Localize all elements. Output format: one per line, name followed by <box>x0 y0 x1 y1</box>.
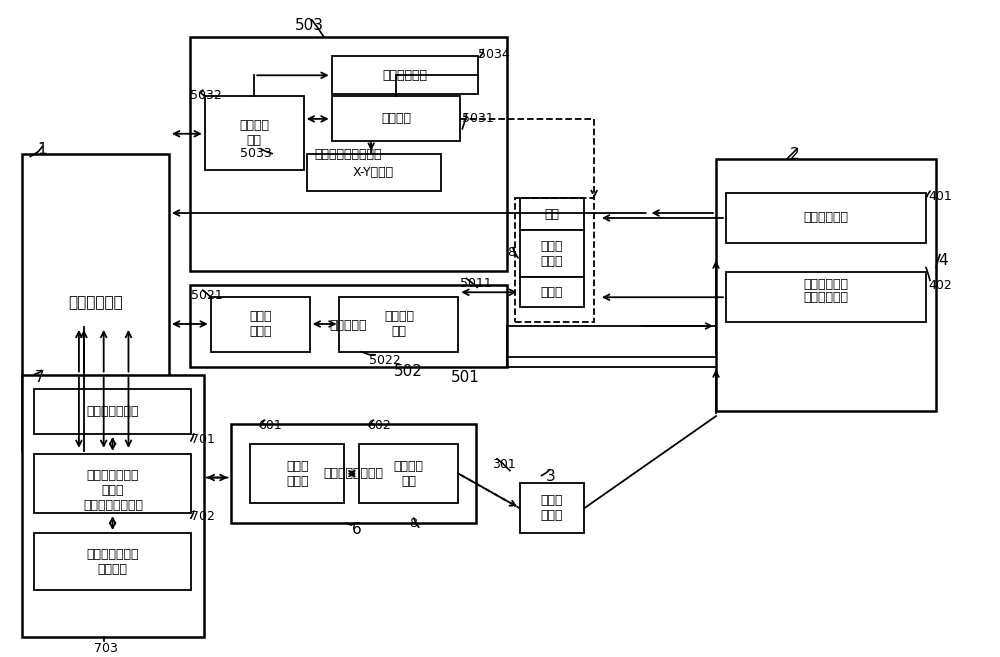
Bar <box>34 454 191 513</box>
Text: 7: 7 <box>34 369 44 384</box>
Bar <box>211 297 310 351</box>
Text: 501: 501 <box>450 369 479 384</box>
Bar <box>332 96 460 141</box>
Text: 2: 2 <box>790 147 800 162</box>
Text: 形变测试
单元: 形变测试 单元 <box>394 460 424 487</box>
Text: 402: 402 <box>928 279 952 292</box>
Bar <box>205 96 304 170</box>
Bar <box>520 198 584 230</box>
Text: 测试控制系统: 测试控制系统 <box>68 295 123 309</box>
Text: 5034: 5034 <box>478 47 510 60</box>
Text: 701: 701 <box>191 433 215 446</box>
Bar <box>726 193 926 242</box>
Bar <box>716 158 936 411</box>
Text: 变温变压装置: 变温变压装置 <box>803 279 848 291</box>
Bar <box>22 154 169 451</box>
Text: 材料参数反演模块: 材料参数反演模块 <box>83 499 143 512</box>
Text: 光学单元: 光学单元 <box>381 112 411 125</box>
Text: 5031: 5031 <box>462 112 494 125</box>
Text: 401: 401 <box>928 191 952 203</box>
Text: 5021: 5021 <box>191 289 223 302</box>
Bar <box>250 444 344 503</box>
Text: 静压形变测试装置: 静压形变测试装置 <box>323 467 383 480</box>
Text: 3: 3 <box>546 468 555 484</box>
Text: 502: 502 <box>394 363 423 378</box>
Text: 变压保压装置: 变压保压装置 <box>803 291 848 304</box>
Bar <box>339 297 458 351</box>
Text: 参数反演优化计
算模块: 参数反演优化计 算模块 <box>86 470 139 497</box>
Bar <box>520 230 584 277</box>
Bar <box>726 273 926 322</box>
Text: 301: 301 <box>492 458 516 470</box>
Bar <box>231 424 476 523</box>
Text: 样品: 样品 <box>545 208 560 221</box>
Text: 温频等效主曲线
拟合模块: 温频等效主曲线 拟合模块 <box>86 548 139 576</box>
Bar <box>332 57 478 94</box>
Text: 6: 6 <box>351 522 361 537</box>
Text: 8: 8 <box>409 517 417 530</box>
Text: 有限元计算模块: 有限元计算模块 <box>86 405 139 418</box>
Text: 4: 4 <box>938 253 948 267</box>
Bar <box>515 198 594 322</box>
Text: 功率放大
单元: 功率放大 单元 <box>384 311 414 338</box>
Text: 5022: 5022 <box>369 353 401 367</box>
Text: 8: 8 <box>507 246 515 259</box>
Bar <box>22 374 204 637</box>
Text: 调制解调
单元: 调制解调 单元 <box>239 120 269 147</box>
Text: 样品夹
持装置: 样品夹 持装置 <box>541 240 563 267</box>
Text: 数据传输单元: 数据传输单元 <box>382 69 427 82</box>
Text: 601: 601 <box>258 419 282 432</box>
Text: 5033: 5033 <box>240 147 272 160</box>
Bar <box>190 285 507 367</box>
Text: 变温保温装置: 变温保温装置 <box>803 212 848 225</box>
Text: 5011: 5011 <box>460 277 492 290</box>
Text: 602: 602 <box>367 419 391 432</box>
Text: 1: 1 <box>37 142 47 156</box>
Bar <box>190 37 507 271</box>
Text: 702: 702 <box>191 510 215 523</box>
Bar <box>34 390 191 434</box>
Bar <box>307 154 441 191</box>
Text: X-Y扫描镜: X-Y扫描镜 <box>353 166 394 179</box>
Text: 503: 503 <box>295 18 324 33</box>
Text: 703: 703 <box>94 642 118 655</box>
Bar <box>520 277 584 307</box>
Text: 阻抗匹
配单元: 阻抗匹 配单元 <box>249 311 271 338</box>
Text: 样品夹
持装置: 样品夹 持装置 <box>541 494 563 522</box>
Text: 功率放大器: 功率放大器 <box>330 319 367 332</box>
Text: 多普勒激光测振装置: 多普勒激光测振装置 <box>315 148 382 160</box>
Text: 换能器: 换能器 <box>541 286 563 299</box>
Bar <box>520 484 584 533</box>
Bar <box>359 444 458 503</box>
Text: 数据传
输单元: 数据传 输单元 <box>286 460 309 487</box>
Text: 5032: 5032 <box>190 89 222 102</box>
Bar <box>34 533 191 591</box>
